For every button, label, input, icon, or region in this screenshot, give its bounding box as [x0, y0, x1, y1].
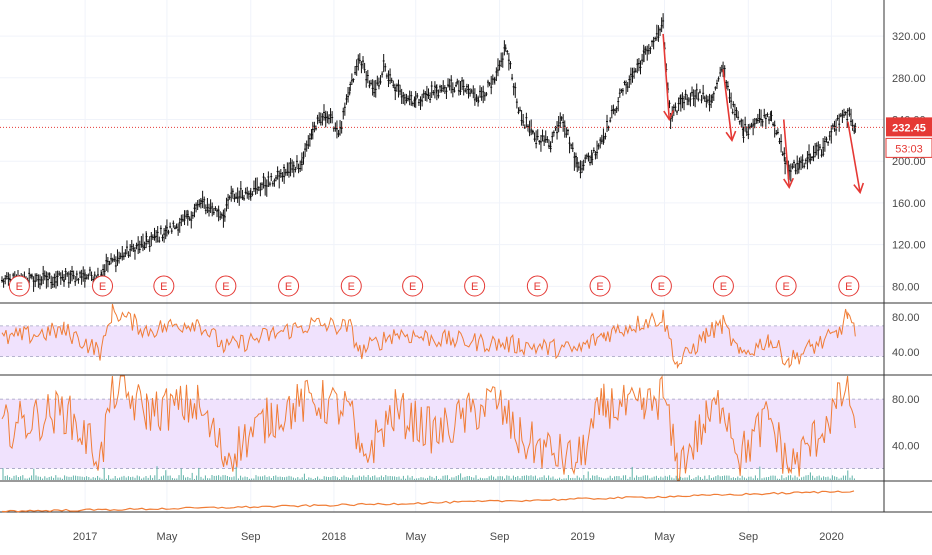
x-tick-label: 2020 [819, 531, 843, 543]
earnings-label: E [782, 281, 789, 293]
earnings-marker [340, 275, 362, 297]
earnings-label: E [845, 281, 852, 293]
earnings-marker [402, 275, 424, 297]
earnings-marker [8, 275, 30, 297]
osc2-line [1, 375, 856, 481]
last-price-label: 232.45 [892, 122, 926, 134]
x-tick-label: Sep [739, 531, 759, 543]
earnings-marker [712, 275, 734, 297]
osc2-tick-label: 80.00 [892, 394, 920, 406]
drop-arrow-head [853, 182, 865, 195]
x-tick-label: May [654, 531, 675, 543]
drop-arrow [722, 69, 733, 141]
earnings-label: E [409, 281, 416, 293]
earnings-label: E [471, 281, 478, 293]
x-tick-label: May [157, 531, 178, 543]
x-tick-label: May [405, 531, 426, 543]
earnings-label: E [99, 281, 106, 293]
earnings-marker [215, 275, 237, 297]
earnings-marker [464, 275, 486, 297]
osc1-tick-label: 80.00 [892, 312, 920, 324]
price-tick-label: 320.00 [892, 31, 926, 43]
earnings-label: E [348, 281, 355, 293]
earnings-marker [589, 275, 611, 297]
earnings-marker [92, 275, 114, 297]
last-price-tag [886, 117, 932, 137]
price-tick-label: 280.00 [892, 73, 926, 85]
x-tick-label: 2017 [73, 531, 97, 543]
drop-arrow-head [783, 177, 795, 189]
earnings-marker [153, 275, 175, 297]
osc1-tick-label: 40.00 [892, 347, 920, 359]
price-tick-label: 200.00 [892, 156, 926, 168]
x-tick-label: Sep [490, 531, 510, 543]
earnings-label: E [596, 281, 603, 293]
price-tick-label: 120.00 [892, 240, 926, 252]
price-candles [1, 13, 857, 293]
earnings-label: E [16, 281, 23, 293]
earnings-label: E [285, 281, 292, 293]
earnings-label: E [720, 281, 727, 293]
osc1-line [1, 303, 856, 369]
countdown-tag [885, 137, 932, 158]
earnings-label: E [160, 281, 167, 293]
price-tick-label: 160.00 [892, 198, 926, 210]
earnings-marker [650, 275, 672, 297]
price-tick-label: 80.00 [892, 281, 920, 293]
earnings-label: E [658, 281, 665, 293]
x-tick-label: 2018 [322, 531, 346, 543]
earnings-marker [838, 275, 860, 297]
earnings-label: E [534, 281, 541, 293]
drop-arrow-head [725, 130, 737, 143]
countdown-label: 53:03 [895, 143, 923, 155]
drop-arrow-head [663, 110, 675, 122]
drop-arrow [662, 33, 671, 120]
earnings-marker [775, 275, 797, 297]
earnings-label: E [222, 281, 229, 293]
earnings-marker [278, 275, 300, 297]
drop-arrow [847, 121, 861, 193]
drop-arrow [782, 119, 791, 188]
osc2-tick-label: 40.00 [892, 440, 920, 452]
earnings-marker [526, 275, 548, 297]
x-tick-label: Sep [241, 531, 261, 543]
x-tick-label: 2019 [570, 531, 594, 543]
volume-bars [2, 466, 855, 480]
bottom-line [1, 490, 855, 513]
